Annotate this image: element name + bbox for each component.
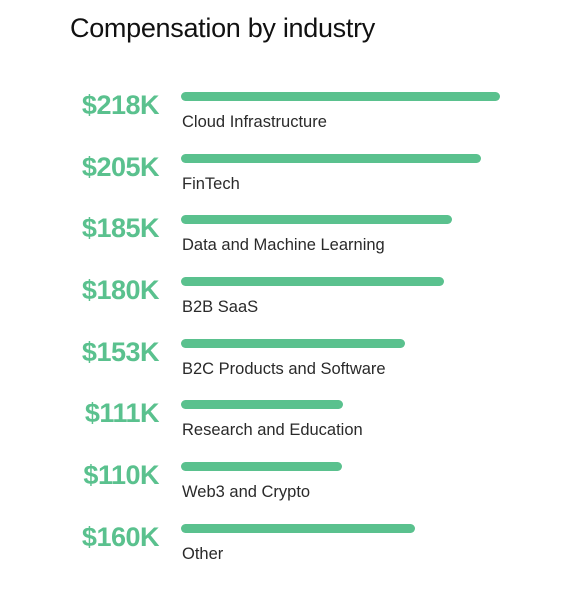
bar-value-label: $218K	[81, 90, 160, 120]
bar	[181, 338, 405, 348]
bar	[181, 92, 500, 101]
category-label: Data and Machine Learning	[182, 236, 385, 255]
bar-row: $153K B2C Products and Software	[0, 333, 580, 395]
bar-row: $218K Cloud Infrastructure	[0, 86, 580, 148]
bar	[181, 153, 481, 163]
bar-value-label: $153K	[81, 336, 160, 367]
bar-value-label: $205K	[81, 151, 160, 182]
bar-row: $110K Web3 and Crypto	[0, 456, 580, 518]
bar-value-label: $110K	[83, 460, 159, 491]
bar-value-label: $180K	[81, 275, 160, 306]
bar-row: $185K Data and Machine Learning	[0, 209, 580, 271]
category-label: Web3 and Crypto	[182, 483, 311, 502]
bar-row: $205K FinTech	[0, 148, 580, 210]
category-label: Other	[182, 544, 224, 563]
bar-value-label: $185K	[81, 213, 160, 244]
bar	[181, 523, 415, 533]
bar-value-label: $111K	[84, 398, 160, 429]
bar-row: $111K Research and Education	[0, 394, 580, 456]
category-label: B2B SaaS	[182, 298, 259, 317]
category-label: FinTech	[182, 174, 240, 193]
bar-value-label: $160K	[81, 521, 160, 552]
bar	[181, 462, 342, 472]
bar	[181, 277, 444, 287]
category-label: Cloud Infrastructure	[182, 113, 327, 131]
chart-title: Compensation by industry	[70, 13, 375, 43]
category-label: B2C Products and Software	[182, 359, 386, 378]
bar	[181, 215, 452, 225]
bar-list: $218K Cloud Infrastructure $205K FinTech $18…	[0, 86, 580, 580]
bar-row: $180K B2B SaaS	[0, 271, 580, 333]
bar-row: $160K Other	[0, 518, 580, 580]
bar	[181, 400, 343, 410]
category-label: Research and Education	[182, 421, 363, 440]
